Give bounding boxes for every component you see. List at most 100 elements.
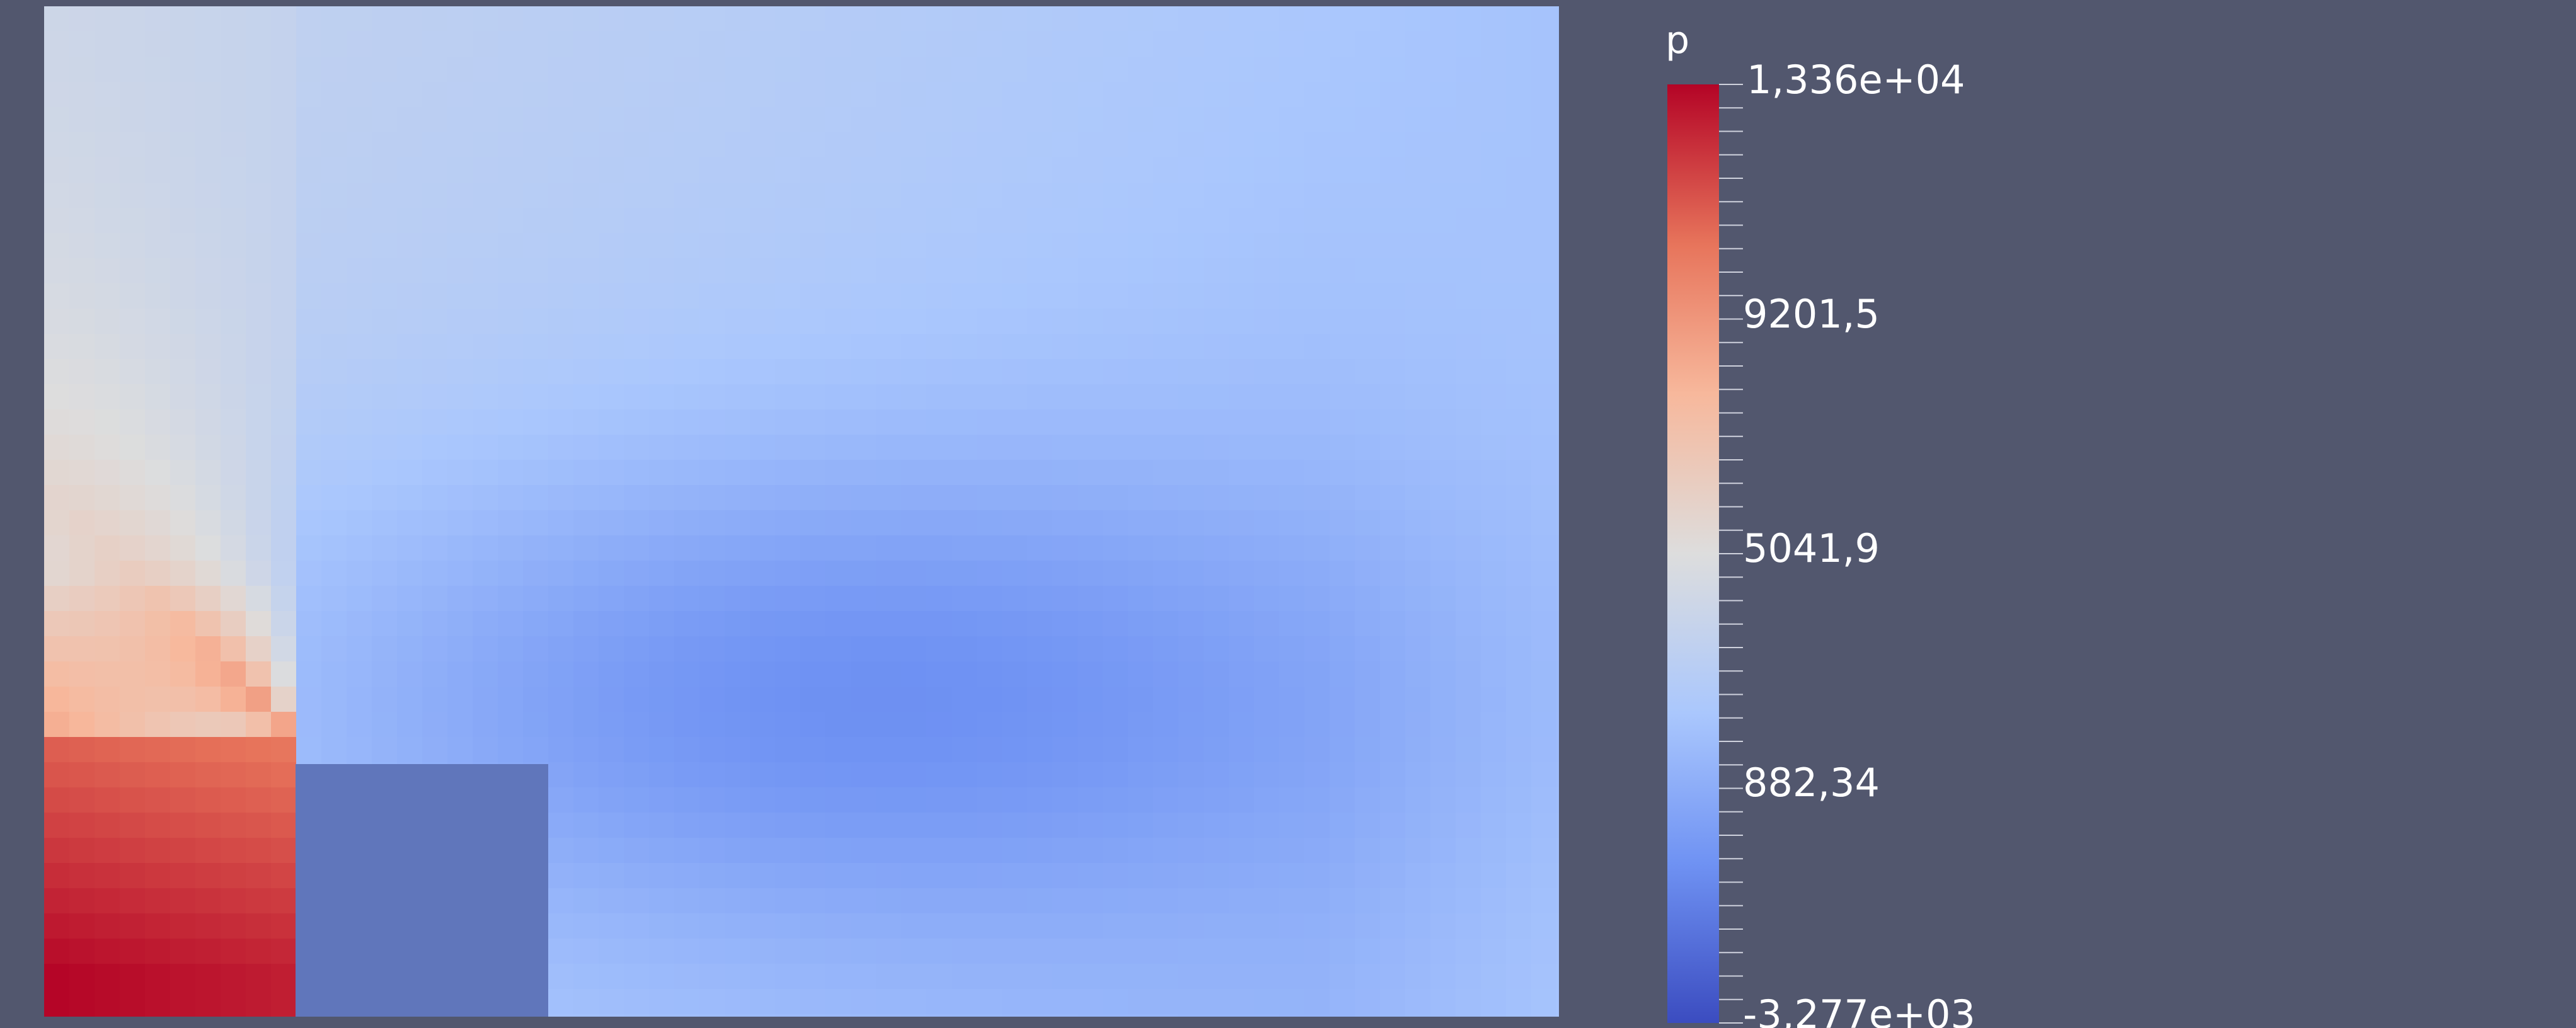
field-cell (1002, 82, 1027, 107)
field-cell (44, 384, 69, 409)
field-cell (548, 863, 573, 888)
field-cell (271, 384, 296, 409)
field-cell (296, 359, 321, 384)
field-cell (95, 485, 120, 510)
field-cell (926, 838, 952, 863)
field-cell (95, 183, 120, 208)
field-cell (977, 359, 1002, 384)
field-cell (952, 813, 977, 838)
field-cell (548, 913, 573, 939)
field-cell (195, 510, 221, 535)
field-cell (1229, 636, 1254, 661)
field-cell (725, 611, 750, 636)
field-cell (296, 233, 321, 258)
field-cell (498, 636, 523, 661)
field-cell (1153, 964, 1178, 989)
field-cell (221, 334, 246, 359)
field-cell (1204, 661, 1229, 687)
field-cell (1052, 334, 1078, 359)
field-cell (523, 183, 548, 208)
field-cell (750, 888, 775, 913)
field-cell (1027, 57, 1052, 82)
field-cell (1078, 737, 1103, 762)
field-cell (1052, 989, 1078, 1014)
field-cell (1027, 813, 1052, 838)
field-cell (1506, 283, 1531, 309)
field-cell (1254, 6, 1279, 31)
field-cell (1078, 913, 1103, 939)
field-cell (725, 6, 750, 31)
field-cell (1078, 82, 1103, 107)
field-cell (1078, 561, 1103, 586)
field-cell (573, 939, 599, 964)
field-cell (1229, 57, 1254, 82)
field-cell (195, 989, 221, 1014)
field-cell (1456, 863, 1481, 888)
field-cell (321, 334, 347, 359)
field-cell (1506, 460, 1531, 485)
field-cell (1279, 208, 1304, 233)
field-cell (347, 233, 372, 258)
field-cell (195, 687, 221, 712)
field-cell (1304, 838, 1330, 863)
field-cell (573, 661, 599, 687)
field-cell (977, 283, 1002, 309)
field-cell (1279, 813, 1304, 838)
field-cell (674, 6, 699, 31)
field-cell (95, 1014, 120, 1017)
field-cell (851, 838, 876, 863)
field-cell (952, 132, 977, 157)
field-cell (649, 460, 674, 485)
field-cell (145, 913, 170, 939)
field-cell (271, 737, 296, 762)
field-cell (372, 309, 397, 334)
field-cell (246, 586, 271, 611)
field-cell (699, 31, 725, 57)
field-cell (95, 460, 120, 485)
field-cell (1481, 309, 1506, 334)
field-cell (347, 334, 372, 359)
field-cell (548, 661, 573, 687)
field-cell (498, 435, 523, 460)
field-cell (926, 636, 952, 661)
field-cell (1456, 787, 1481, 813)
field-cell (1178, 687, 1204, 712)
field-cell (397, 132, 422, 157)
field-cell (1380, 964, 1405, 989)
field-cell (1481, 586, 1506, 611)
field-cell (775, 384, 800, 409)
field-cell (523, 561, 548, 586)
field-cell (1153, 863, 1178, 888)
field-cell (145, 157, 170, 183)
field-cell (1052, 208, 1078, 233)
field-cell (1204, 409, 1229, 435)
field-cell (372, 485, 397, 510)
field-cell (44, 258, 69, 283)
field-cell (1556, 309, 1559, 334)
field-cell (321, 510, 347, 535)
field-cell (1103, 183, 1128, 208)
field-cell (926, 334, 952, 359)
field-cell (851, 359, 876, 384)
field-cell (120, 762, 145, 787)
field-cell (901, 687, 926, 712)
field-cell (1304, 233, 1330, 258)
field-cell (120, 334, 145, 359)
field-cell (1279, 510, 1304, 535)
field-cell (1229, 535, 1254, 561)
field-cell (1330, 283, 1355, 309)
field-cell (750, 132, 775, 157)
field-cell (1380, 989, 1405, 1014)
field-cell (1002, 989, 1027, 1014)
field-cell (1556, 31, 1559, 57)
field-cell (1204, 1014, 1229, 1017)
field-cell (926, 737, 952, 762)
field-cell (44, 813, 69, 838)
field-cell (977, 838, 1002, 863)
field-cell (1128, 762, 1153, 787)
field-cell (649, 510, 674, 535)
field-cell (1456, 1014, 1481, 1017)
field-cell (1355, 409, 1380, 435)
field-cell (246, 409, 271, 435)
